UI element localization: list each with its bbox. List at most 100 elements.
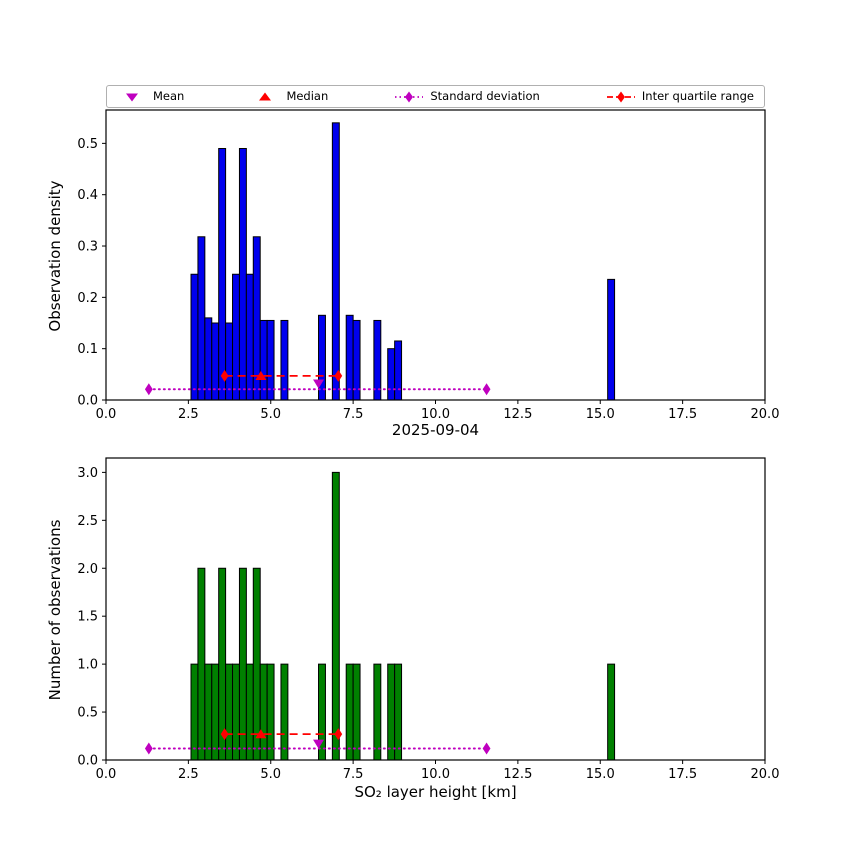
histogram-bar (190, 663, 199, 761)
x-tick-label: 20.0 (751, 407, 780, 422)
diamond-marker (220, 369, 229, 382)
histogram-bar (352, 663, 361, 761)
histogram-bar (280, 319, 289, 401)
ylabel-number-of-observations: Number of observations (46, 519, 64, 701)
x-tick-label: 20.0 (751, 767, 780, 782)
diamond-icon (395, 91, 424, 102)
y-tick-label: 2.0 (77, 562, 98, 577)
legend-label: Standard deviation (430, 88, 540, 103)
histogram-bar (280, 663, 289, 761)
y-tick-label: 0.0 (77, 754, 98, 769)
histogram-bar (232, 273, 240, 401)
observation-density-histogram: 0.0 2.5 5.0 7.5 10.0 12.5 15.0 17.5 20.0 0.0 0.1 0.… (77, 109, 780, 422)
histogram-bar (204, 317, 213, 401)
histogram-bar (218, 147, 227, 401)
x-tick-label: 7.5 (343, 407, 364, 422)
diamond-marker (144, 742, 153, 755)
y-tick-label: 0.1 (77, 342, 98, 357)
histogram-bar (225, 663, 234, 761)
histogram-bar (318, 314, 326, 401)
histogram-bar (373, 319, 382, 401)
y-tick-label: 1.5 (77, 610, 98, 625)
x-tick-label: 10.0 (421, 767, 450, 782)
histogram-bar (331, 471, 340, 761)
histogram-bar (394, 340, 403, 401)
x-tick-label: 12.5 (503, 407, 532, 422)
y-tick-label: 0.3 (77, 240, 98, 255)
histogram-bar (245, 273, 254, 401)
histogram-bar (204, 663, 213, 761)
y-tick-label: 1.0 (77, 658, 98, 673)
histogram-bar (197, 567, 206, 761)
median-marker-icon (255, 370, 267, 381)
histogram-bar (373, 663, 382, 761)
observation-count-histogram: 0.0 2.5 5.0 7.5 10.0 12.5 15.0 17.5 20.0 0.0 0.5 1.… (77, 457, 780, 782)
mean-marker-icon (313, 379, 325, 389)
legend-label: Median (286, 88, 329, 103)
histogram-bar (211, 663, 220, 761)
x-tick-label: 17.5 (668, 407, 697, 422)
histogram-bar (197, 236, 206, 401)
diamond-marker (144, 383, 153, 396)
histogram-bar (238, 147, 247, 401)
median-marker-icon (255, 729, 267, 739)
legend-item-median: Median (250, 90, 328, 104)
y-tick-label: 0.4 (77, 188, 98, 203)
x-tick-label: 17.5 (668, 767, 697, 782)
y-tick-label: 3.0 (77, 466, 98, 481)
legend-label: Mean (153, 88, 185, 103)
histogram-bar (266, 319, 275, 401)
x-tick-label: 15.0 (586, 407, 615, 422)
legend-item-standard-deviation: Standard deviation (394, 88, 540, 104)
histogram-bar (266, 663, 275, 761)
xlabel-so2-layer-height: SO₂ layer height [km] (354, 783, 517, 801)
x-tick-label: 2.5 (178, 767, 199, 782)
histogram-bar (352, 319, 361, 401)
x-tick-label: 12.5 (503, 767, 532, 782)
legend-item-inter-quartile-range: Inter quartile range (606, 90, 754, 104)
histogram-bar (607, 278, 616, 401)
histogram-bar (252, 567, 261, 761)
histogram-bar (387, 348, 396, 401)
diamond-marker (334, 369, 343, 382)
histogram-bar (331, 122, 340, 401)
histogram-bar (259, 663, 268, 761)
histogram-bar (245, 663, 254, 761)
histogram-bar (345, 663, 354, 761)
x-tick-label: 5.0 (260, 407, 281, 422)
histogram-bar (387, 663, 396, 761)
x-tick-label: 2.5 (178, 407, 199, 422)
date-title: 2025-09-04 (391, 421, 480, 439)
histogram-bar (259, 319, 268, 401)
histogram-bar (232, 663, 240, 761)
x-tick-label: 10.0 (421, 407, 450, 422)
y-tick-label: 0.0 (77, 394, 98, 409)
histogram-bar (607, 663, 616, 761)
diamond-marker (482, 383, 491, 396)
diamond-marker (220, 728, 229, 741)
y-tick-label: 0.2 (77, 291, 98, 306)
y-tick-label: 0.5 (77, 706, 98, 721)
diamond-icon (606, 91, 635, 102)
histogram-bar (394, 663, 403, 761)
diamond-marker (334, 728, 343, 741)
legend: Mean Median Standard deviation Inter quarti… (106, 85, 765, 108)
y-tick-label: 0.5 (77, 137, 98, 152)
histogram-bar (190, 273, 199, 401)
histogram-bar (345, 314, 354, 401)
x-tick-label: 0.0 (96, 767, 117, 782)
y-tick-label: 2.5 (77, 514, 98, 529)
mean-marker-icon (313, 739, 325, 749)
x-tick-label: 0.0 (96, 407, 117, 422)
triangle-down-icon (126, 93, 138, 101)
x-tick-label: 7.5 (343, 767, 364, 782)
triangle-up-icon (259, 92, 272, 100)
x-tick-label: 5.0 (260, 767, 281, 782)
legend-label: Inter quartile range (641, 88, 754, 103)
diamond-marker (482, 742, 491, 755)
x-tick-label: 15.0 (586, 767, 615, 782)
ylabel-observation-density: Observation density (46, 180, 64, 332)
histogram-bar (238, 567, 247, 761)
